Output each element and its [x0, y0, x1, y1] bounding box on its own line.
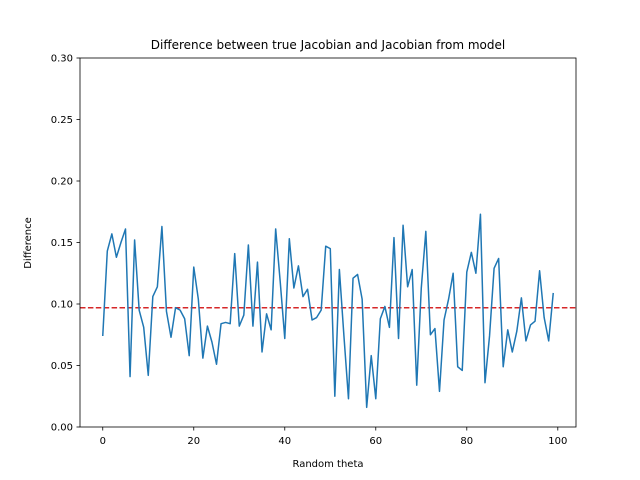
y-tick-label: 0.30: [51, 54, 73, 65]
y-tick-label: 0.00: [51, 423, 73, 434]
y-tick-label: 0.25: [51, 115, 73, 126]
y-tick-label: 0.15: [51, 238, 73, 249]
x-axis-label: Random theta: [292, 459, 363, 470]
x-tick-label: 100: [548, 436, 567, 447]
x-tick-label: 40: [278, 436, 291, 447]
x-tick-label: 0: [100, 436, 106, 447]
x-tick-label: 60: [369, 436, 382, 447]
x-tick-label: 20: [187, 436, 200, 447]
y-tick-label: 0.20: [51, 177, 73, 188]
y-tick-label: 0.10: [51, 300, 73, 311]
chart-title: Difference between true Jacobian and Jac…: [151, 38, 505, 52]
y-axis: 0.00 0.05 0.10 0.15 0.20 0.25 0.30: [51, 54, 80, 434]
x-tick-label: 80: [460, 436, 473, 447]
y-axis-label: Difference: [23, 217, 34, 269]
y-tick-label: 0.05: [51, 361, 73, 372]
series-line-0: [102, 213, 554, 409]
x-axis: 0 20 40 60 80 100: [100, 427, 567, 447]
